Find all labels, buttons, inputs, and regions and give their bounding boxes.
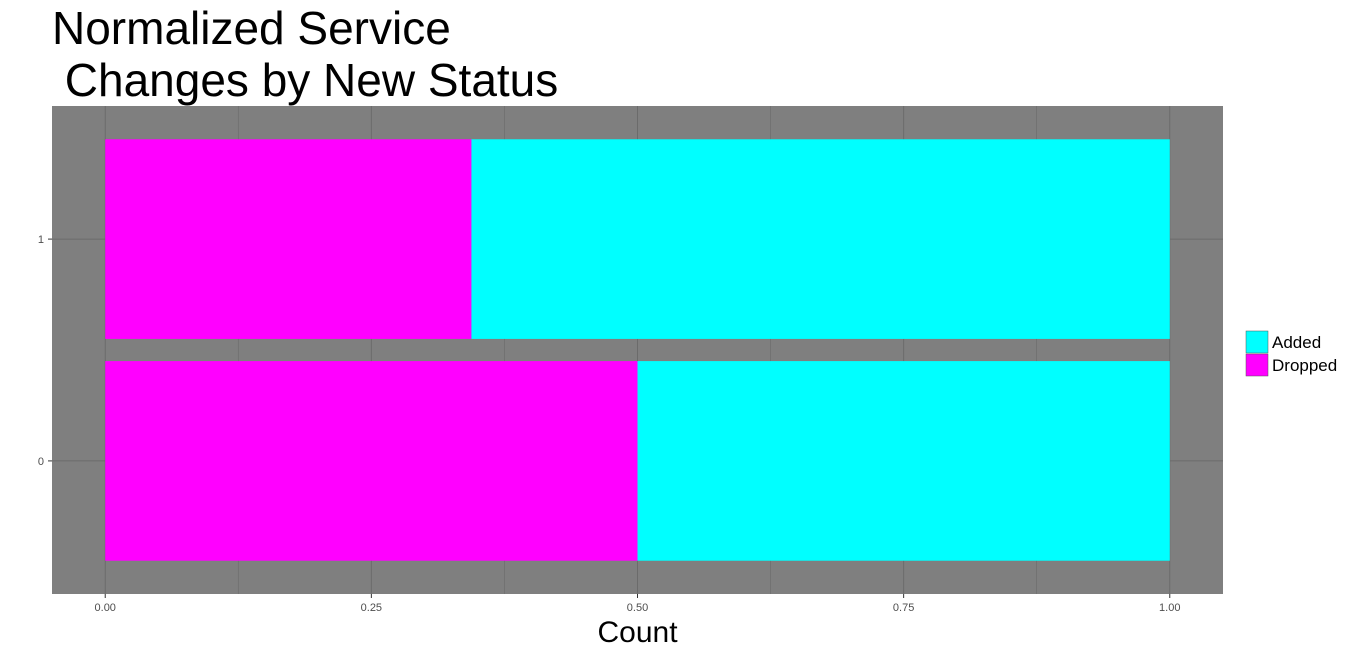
x-tick-label-2: 0.50 bbox=[627, 602, 648, 614]
legend-swatch-added bbox=[1245, 330, 1269, 354]
legend-label-added: Added bbox=[1272, 333, 1321, 352]
bar-added-0 bbox=[637, 361, 1170, 561]
x-axis-label: Count bbox=[597, 616, 678, 649]
axes: 0.00 0.25 0.50 0.75 1.00 0 1 bbox=[38, 234, 1181, 614]
x-tick-label-3: 0.75 bbox=[893, 602, 914, 614]
bar-added-1 bbox=[471, 139, 1170, 339]
bar-dropped-1 bbox=[105, 139, 472, 339]
legend-label-dropped: Dropped bbox=[1272, 356, 1337, 375]
y-tick-label-0: 0 bbox=[38, 456, 44, 468]
x-tick-label-0: 0.00 bbox=[95, 602, 116, 614]
x-tick-label-1: 0.25 bbox=[361, 602, 382, 614]
legend: Added Dropped bbox=[1245, 330, 1337, 377]
x-tick-label-4: 1.00 bbox=[1159, 602, 1180, 614]
bars bbox=[105, 139, 1170, 561]
legend-swatch-dropped bbox=[1245, 353, 1269, 377]
bar-dropped-0 bbox=[105, 361, 638, 561]
y-tick-label-1: 1 bbox=[38, 234, 44, 246]
chart-title: Normalized Service Changes by New Status bbox=[52, 2, 559, 106]
